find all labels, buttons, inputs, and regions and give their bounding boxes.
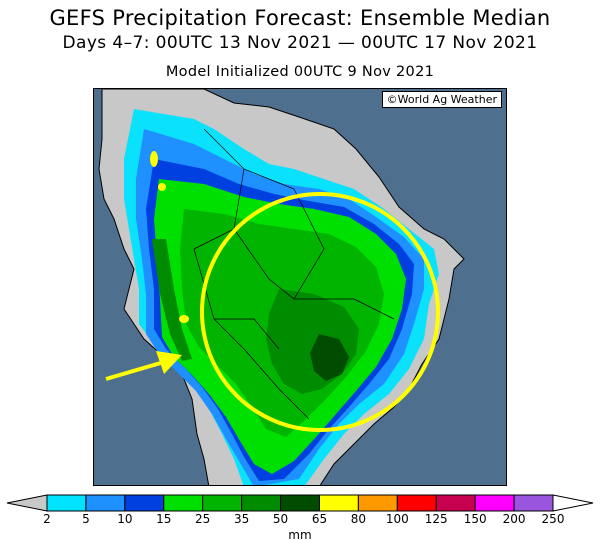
map-canvas	[94, 89, 506, 485]
colorbar-tick-label: 250	[542, 512, 565, 526]
colorbar-below-arrow	[6, 494, 48, 512]
colorbar-tick-label: 2	[43, 512, 51, 526]
precip-65-80mm-spot-2	[158, 183, 166, 191]
precip-50-65mm	[310, 334, 349, 381]
colorbar-tick-label: 65	[312, 512, 327, 526]
precipitation-map: ©World Ag Weather	[93, 88, 507, 486]
precip-65-80mm-spot-3	[179, 315, 189, 323]
colorbar-unit-label: mm	[288, 528, 312, 542]
precipitation-colorbar: 2 5 10 15 25 35 50 65 80 100 125 150 200 250	[6, 494, 594, 526]
colorbar-tick-label: 35	[234, 512, 249, 526]
colorbar-swatch	[124, 494, 165, 512]
colorbar-swatch	[513, 494, 554, 512]
colorbar-tick-label: 15	[156, 512, 171, 526]
map-title: GEFS Precipitation Forecast: Ensemble Me…	[49, 6, 551, 30]
colorbar-tick-label: 200	[503, 512, 526, 526]
colorbar-swatch	[474, 494, 515, 512]
precip-andes-band	[152, 239, 192, 361]
colorbar-swatch	[280, 494, 320, 512]
colorbar-tick-label: 5	[82, 512, 90, 526]
colorbar-tick-label: 80	[351, 512, 366, 526]
colorbar-tick-label: 50	[273, 512, 288, 526]
precip-65-80mm-spot-1	[150, 151, 158, 167]
colorbar-swatch	[241, 494, 282, 512]
colorbar-tick-label: 125	[425, 512, 448, 526]
colorbar-tick-label: 150	[464, 512, 487, 526]
colorbar-above-arrow	[552, 494, 594, 512]
model-initialized-label: Model Initialized 00UTC 9 Nov 2021	[165, 64, 435, 80]
colorbar-swatch	[46, 494, 87, 512]
focus-circle	[200, 192, 440, 432]
colorbar-swatch	[318, 494, 359, 512]
credit-label: ©World Ag Weather	[381, 91, 502, 108]
map-subtitle: Days 4–7: 00UTC 13 Nov 2021 — 00UTC 17 N…	[62, 33, 538, 53]
colorbar-swatch	[163, 494, 204, 512]
colorbar-swatch	[396, 494, 437, 512]
focus-arrow	[105, 351, 182, 381]
colorbar-swatch	[202, 494, 243, 512]
colorbar-tick-label: 25	[195, 512, 210, 526]
colorbar-swatch	[85, 494, 126, 512]
colorbar-swatch	[357, 494, 398, 512]
colorbar-swatch	[435, 494, 476, 512]
colorbar-tick-label: 10	[117, 512, 132, 526]
colorbar-tick-label: 100	[386, 512, 409, 526]
